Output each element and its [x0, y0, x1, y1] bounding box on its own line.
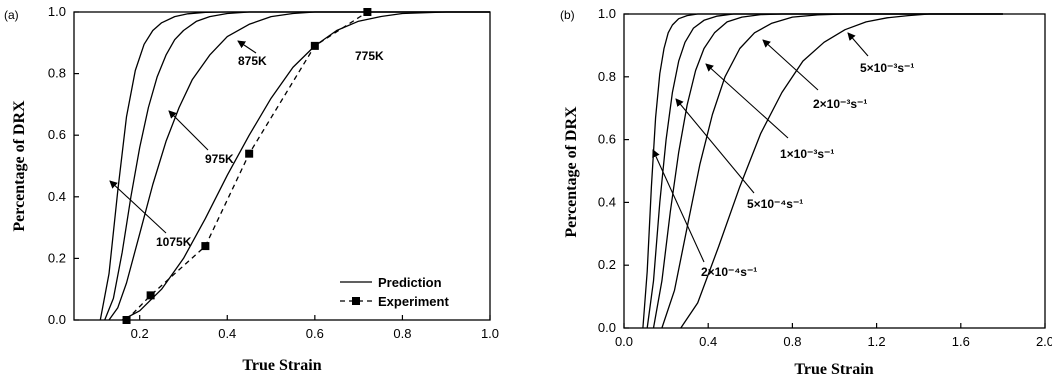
y-tick-label: 0.2: [48, 250, 66, 265]
x-tick-label: 0.0: [615, 334, 633, 349]
series-line-5-10-s-: [646, 13, 1003, 329]
experiment-point: [245, 149, 254, 158]
panel-a-y-ticks: 0.0 0.2 0.4 0.6 0.8 1.0: [48, 4, 79, 327]
panel-a-legend: Prediction Experiment: [340, 275, 449, 309]
y-tick-label: 0.4: [598, 194, 616, 209]
experiment-point: [310, 41, 319, 50]
annotation-1075k: 1075K: [156, 235, 192, 249]
series-line-experiment: [126, 11, 368, 321]
x-tick-label: 1.0: [481, 326, 499, 341]
panel-a-annotations: 1075K 975K 875K 775K: [109, 40, 384, 249]
panel-b-annotations: 2×10⁻⁴s⁻¹ 5×10⁻⁴s⁻¹ 1×10⁻³s⁻¹ 2×10⁻³s⁻¹ …: [652, 32, 914, 279]
series-line-775k: [121, 11, 490, 321]
panel-b-y-axis-label: Percentage of DRX: [563, 106, 580, 238]
y-tick-label: 0.2: [598, 257, 616, 272]
panel-b-frame: [623, 13, 1046, 329]
series-line-5-10-s-: [680, 13, 1003, 329]
x-tick-label: 0.8: [783, 334, 801, 349]
panel-a: (a) 0.2 0.4 0.6 0.8 1.0 0.0 0.2 0.4 0.6 0.8 1.0 T…: [4, 4, 499, 374]
y-tick-label: 0.6: [48, 127, 66, 142]
annotation-1e-3: 1×10⁻³s⁻¹: [780, 147, 834, 161]
annotation-2e-4: 2×10⁻⁴s⁻¹: [701, 265, 757, 279]
annotation-775k: 775K: [355, 49, 384, 63]
x-tick-label: 1.2: [868, 334, 886, 349]
legend-experiment-marker: [352, 297, 360, 305]
annotation-975k: 975K: [205, 152, 234, 166]
panel-b-label: (b): [560, 8, 575, 22]
x-tick-label: 1.6: [952, 334, 970, 349]
x-tick-label: 0.2: [131, 326, 149, 341]
panel-b: (b) 0.0 0.4 0.8 1.2 1.6 2.0 0.0 0.2 0.4 0.6 0.8 1.…: [560, 6, 1052, 378]
panel-a-label: (a): [4, 8, 19, 22]
annotation-5e-4: 5×10⁻⁴s⁻¹: [747, 197, 803, 211]
annotation-arrow-1075k: [109, 180, 167, 234]
series-line-975k: [104, 11, 490, 321]
x-tick-label: 0.4: [699, 334, 717, 349]
legend-experiment-label: Experiment: [378, 294, 449, 309]
panel-b-x-ticks: 0.0 0.4 0.8 1.2 1.6 2.0: [615, 323, 1052, 349]
annotation-arrow-5e-3: [847, 32, 869, 57]
panel-a-y-axis-label: Percentage of DRX: [11, 100, 28, 232]
panel-a-x-ticks: 0.2 0.4 0.6 0.8 1.0: [131, 315, 499, 341]
series-line-875k: [108, 11, 490, 321]
y-tick-label: 0.8: [598, 69, 616, 84]
panel-a-frame: [73, 11, 491, 321]
panel-b-x-axis-label: True Strain: [794, 361, 873, 378]
y-tick-label: 0.0: [598, 320, 616, 335]
annotation-2e-3: 2×10⁻³s⁻¹: [813, 97, 867, 111]
panel-a-x-axis-label: True Strain: [242, 357, 321, 374]
y-tick-label: 0.4: [48, 189, 66, 204]
annotation-875k: 875K: [238, 54, 267, 68]
experiment-point: [146, 291, 155, 300]
annotation-arrow-2e-4: [652, 149, 705, 263]
panel-b-plot-area: [642, 13, 1003, 329]
annotation-arrow-2e-3: [762, 39, 819, 91]
panel-b-y-ticks: 0.0 0.2 0.4 0.6 0.8 1.0: [598, 6, 629, 335]
experiment-point: [201, 242, 210, 251]
y-tick-label: 1.0: [48, 4, 66, 19]
annotation-arrow-975k: [168, 110, 209, 151]
x-tick-label: 0.8: [393, 326, 411, 341]
series-line-2-10-s-: [661, 13, 1003, 329]
x-tick-label: 0.4: [218, 326, 236, 341]
series-line-2-10-s-: [642, 13, 1003, 329]
y-tick-label: 0.6: [598, 132, 616, 147]
annotation-arrow-1e-3: [705, 63, 789, 139]
annotation-arrow-875k: [237, 40, 257, 54]
y-tick-label: 1.0: [598, 6, 616, 21]
x-tick-label: 2.0: [1036, 334, 1052, 349]
x-tick-label: 0.6: [306, 326, 324, 341]
y-tick-label: 0.0: [48, 312, 66, 327]
y-tick-label: 0.8: [48, 66, 66, 81]
legend-prediction-label: Prediction: [378, 275, 442, 290]
annotation-5e-3: 5×10⁻³s⁻¹: [860, 61, 914, 75]
annotation-arrow-5e-4: [675, 98, 755, 194]
